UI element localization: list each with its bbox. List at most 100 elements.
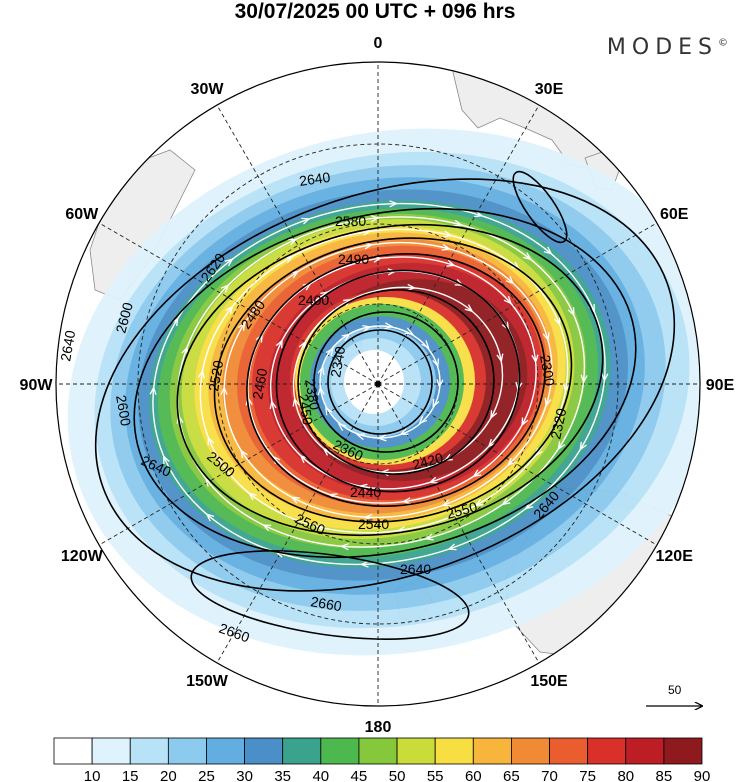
wind-arrow xyxy=(487,438,497,448)
south-pole-marker xyxy=(375,381,381,387)
colorbar-tick-label: 30 xyxy=(236,768,253,782)
wind-arrow xyxy=(301,217,311,225)
wind-arrow xyxy=(436,379,444,389)
colorbar-tick-label: 80 xyxy=(617,768,634,782)
colorbar-tick-label: 20 xyxy=(160,768,177,782)
colorbar-tick-label: 45 xyxy=(351,768,368,782)
wind-arrow xyxy=(534,447,543,457)
wind-arrow xyxy=(299,454,309,464)
meridian-line xyxy=(377,383,658,546)
contour-2490 xyxy=(246,253,546,507)
latitude-circle xyxy=(217,223,539,545)
wind-arrow xyxy=(363,242,374,250)
contour-label: 2550 xyxy=(445,498,479,522)
streamline xyxy=(152,202,606,566)
colorbar-swatch xyxy=(91,737,131,765)
colorbar-swatch xyxy=(358,737,398,765)
wind-arrow xyxy=(453,219,463,227)
latitude-circle xyxy=(137,143,619,625)
wind-arrow xyxy=(580,374,588,384)
map-disc: 2640 2640 2640 2640 2640 2660 2660 2580 … xyxy=(56,62,700,706)
contour-2620 xyxy=(133,207,637,559)
longitude-label: 30E xyxy=(535,81,564,98)
wind-arrow xyxy=(302,282,312,291)
wind-arrow xyxy=(601,372,609,383)
wind-arrow xyxy=(496,353,504,363)
wind-arrow xyxy=(325,347,334,357)
wind-arrow xyxy=(240,449,248,459)
wind-arrow xyxy=(401,497,412,505)
meridian-line xyxy=(216,104,379,385)
streamline xyxy=(292,286,504,474)
wind-arrow xyxy=(441,499,451,507)
wind-arrow xyxy=(441,243,451,251)
wind-arrow xyxy=(543,246,553,255)
colorbar-swatch xyxy=(434,737,474,765)
wind-arrow xyxy=(298,340,306,350)
colorbar-tick-label: 25 xyxy=(198,768,215,782)
wind-arrow xyxy=(163,454,170,464)
contour-label: 2320 xyxy=(547,407,569,441)
wind-speed-colorbar: 10 15 20 25 30 35 40 45 50 55 60 65 70 75 80 85 90 xyxy=(53,737,710,782)
contour-label: 2540 xyxy=(358,516,389,532)
wind-arrow xyxy=(197,369,205,379)
colorbar-swatch xyxy=(472,737,512,765)
wind-arrow xyxy=(220,385,228,395)
wind-arrow xyxy=(171,317,179,327)
wind-arrow xyxy=(225,305,234,315)
wind-arrow xyxy=(507,457,516,467)
wind-arrow xyxy=(418,415,428,425)
contour-2640 xyxy=(94,178,676,592)
reference-vector-label: 50 xyxy=(668,683,682,697)
colorbar-swatch xyxy=(587,737,627,765)
longitude-label: 90E xyxy=(706,377,735,394)
wind-arrow xyxy=(501,497,511,506)
meridian-line xyxy=(377,222,658,385)
contour-2580 xyxy=(176,223,604,537)
wind-arrow xyxy=(474,210,484,218)
contour-label: 2440 xyxy=(350,484,381,500)
contour-2360 xyxy=(313,311,459,453)
wind-arrow xyxy=(428,476,438,484)
longitude-labels: 0 30E 60E 90E 120E 150E 180 150W 120W 90W 60W 30W xyxy=(20,35,735,736)
wind-arrow xyxy=(288,238,298,246)
wind-arrow xyxy=(557,441,566,451)
longitude-label: 120E xyxy=(656,548,694,565)
colorbar-tick-label: 50 xyxy=(389,768,406,782)
wind-arrow xyxy=(432,398,440,408)
wind-arrow xyxy=(567,307,575,317)
wind-arrow xyxy=(464,304,474,313)
colorbar-swatch xyxy=(167,737,207,765)
wind-arrow xyxy=(205,513,215,522)
contour-2660-south xyxy=(190,550,470,640)
colorbar-tick-label: 60 xyxy=(465,768,482,782)
height-contours xyxy=(94,170,676,640)
wind-arrow xyxy=(262,524,272,532)
wind-arrow xyxy=(224,258,234,267)
colorbar-tick-label: 75 xyxy=(579,768,596,782)
colorbar-swatch xyxy=(663,737,703,765)
wind-arrow xyxy=(443,230,453,238)
wind-arrow xyxy=(424,533,434,541)
longitude-label: 0 xyxy=(374,35,383,52)
colorbar-swatch xyxy=(129,737,169,765)
colorbar-tick-label: 40 xyxy=(312,768,329,782)
colorbar-swatch xyxy=(511,737,550,765)
wind-arrow xyxy=(247,492,257,501)
longitude-label: 30W xyxy=(191,81,225,98)
wind-vectors xyxy=(149,200,609,568)
wind-arrow xyxy=(237,321,246,331)
contour-label: 2600 xyxy=(112,300,136,334)
longitude-label: 90W xyxy=(20,377,54,394)
wind-arrow xyxy=(290,270,300,279)
wind-arrow xyxy=(207,436,215,446)
streamline xyxy=(223,241,553,519)
wind-arrow xyxy=(447,543,457,551)
wind-speed-shading xyxy=(67,128,700,656)
wind-arrow xyxy=(290,496,300,504)
longitude-label: 150E xyxy=(530,673,568,690)
colorbar-tick-label: 65 xyxy=(503,768,520,782)
wind-arrow xyxy=(542,332,550,342)
map-title: 30/07/2025 00 UTC + 096 hrs xyxy=(234,0,516,23)
contour-label: 2340 xyxy=(327,345,348,379)
